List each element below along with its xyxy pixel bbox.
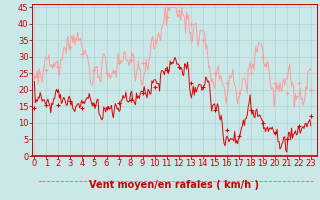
Text: ~~~~~~~~~~~~~~~~~~~~~~~~~~~~~~~~~~~~~~~~~~~~~~~~~~~~~~~~~~~~: ~~~~~~~~~~~~~~~~~~~~~~~~~~~~~~~~~~~~~~~~… [38,179,315,184]
X-axis label: Vent moyen/en rafales ( km/h ): Vent moyen/en rafales ( km/h ) [89,180,260,190]
